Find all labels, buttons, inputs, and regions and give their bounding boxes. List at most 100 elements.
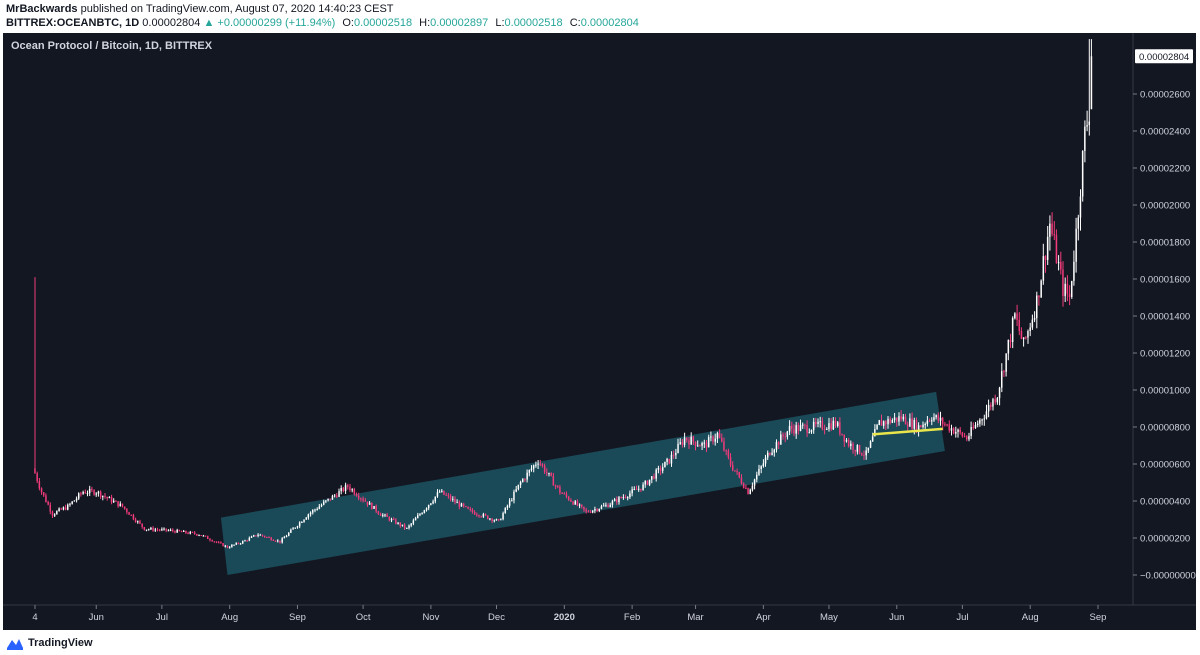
candle-body — [152, 527, 154, 531]
time-tick-label: Mar — [687, 612, 703, 623]
candle-body — [900, 416, 902, 420]
candle-body — [45, 495, 47, 503]
candle-body — [963, 436, 966, 438]
candle-body — [288, 532, 290, 536]
candle-body — [576, 501, 579, 506]
candle-body — [327, 498, 329, 501]
author-name[interactable]: MrBackwards — [6, 3, 78, 15]
price-chart[interactable]: Ocean Protocol / Bitcoin, 1D, BITTREX 0.0… — [3, 33, 1196, 630]
candle-body — [957, 429, 959, 432]
candle-body — [292, 528, 294, 530]
candle-body — [242, 541, 244, 544]
candle-body — [721, 437, 723, 442]
candle-body — [1011, 318, 1014, 342]
candle-body — [585, 509, 587, 512]
candle-body — [336, 495, 338, 497]
candle-body — [456, 502, 458, 504]
candle-body — [1003, 371, 1005, 373]
candle-body — [749, 489, 751, 495]
candle-body — [646, 481, 649, 485]
candle-body — [823, 428, 826, 430]
candle-body — [349, 486, 351, 491]
candle-body — [417, 515, 419, 519]
open-label: O: — [342, 17, 354, 29]
candle-body — [1022, 337, 1025, 339]
candle-body — [694, 441, 697, 446]
support-line[interactable] — [872, 427, 943, 436]
candle-body — [167, 530, 170, 532]
candle-body — [817, 421, 819, 424]
candle-body — [941, 417, 944, 425]
candle-body — [397, 522, 399, 524]
candle-body — [948, 424, 950, 431]
tradingview-logo[interactable]: TradingView — [6, 635, 93, 651]
candle-body — [922, 424, 924, 428]
candle-body — [526, 472, 528, 480]
price-change: ▲ +0.00000299 (+11.94%) — [203, 17, 336, 29]
candle-body — [84, 492, 86, 494]
candle-body — [762, 463, 765, 467]
candle-body — [697, 445, 699, 447]
candle-body — [651, 476, 653, 480]
candle-body — [620, 497, 622, 499]
time-tick-label: Aug — [221, 612, 238, 623]
trend-channel[interactable] — [220, 391, 945, 575]
candle-body — [810, 430, 813, 433]
candle-body — [812, 421, 815, 431]
candle-body — [970, 427, 972, 437]
candle-body — [832, 420, 835, 430]
candle-body — [209, 539, 211, 541]
candle-body — [782, 434, 784, 437]
candle-body — [609, 504, 611, 508]
candle-body — [602, 505, 605, 507]
candle-body — [793, 428, 795, 434]
candle-body — [758, 468, 760, 475]
candle-body — [309, 512, 312, 515]
candle-body — [574, 501, 576, 505]
candle-body — [325, 500, 327, 502]
candle-body — [285, 535, 288, 538]
candle-body — [126, 508, 128, 513]
time-tick-label: Jun — [889, 612, 904, 623]
chart-area[interactable]: Ocean Protocol / Bitcoin, 1D, BITTREX 0.0… — [3, 33, 1196, 630]
candle-body — [62, 507, 65, 510]
candle-body — [622, 497, 625, 498]
candle-body — [357, 496, 360, 499]
candle-body — [390, 519, 393, 521]
candle-body — [657, 468, 660, 470]
candle-body — [863, 455, 865, 457]
candle-body — [519, 482, 522, 485]
candle-body — [93, 490, 95, 495]
candle-body — [156, 529, 159, 531]
candle-body — [797, 425, 800, 431]
candle-body — [1062, 269, 1064, 296]
candle-body — [554, 485, 557, 487]
candle-body — [99, 491, 102, 498]
candle-body — [202, 535, 205, 537]
candle-body — [1088, 121, 1090, 126]
candle-body — [382, 514, 384, 516]
candle-body — [497, 519, 500, 521]
candle-body — [174, 531, 176, 533]
candle-body — [215, 541, 218, 543]
candle-body — [248, 537, 251, 541]
price-tick-label: 0.00000800 — [1140, 423, 1190, 434]
candle-body — [887, 418, 889, 425]
candle-body — [307, 514, 310, 518]
candle-body — [714, 438, 716, 442]
candle-body — [458, 502, 461, 507]
candle-body — [1071, 280, 1073, 297]
candle-body — [60, 508, 62, 510]
candle-body — [410, 523, 412, 526]
candle-body — [885, 421, 887, 425]
candle-body — [771, 452, 773, 455]
candle-body — [163, 528, 165, 530]
candle-body — [1068, 293, 1071, 297]
candle-body — [338, 491, 340, 497]
candle-body — [843, 434, 845, 442]
candle-body — [47, 502, 49, 505]
candle-body — [303, 519, 305, 522]
candle-body — [471, 509, 474, 512]
candle-body — [500, 519, 502, 521]
candle-body — [605, 504, 607, 506]
